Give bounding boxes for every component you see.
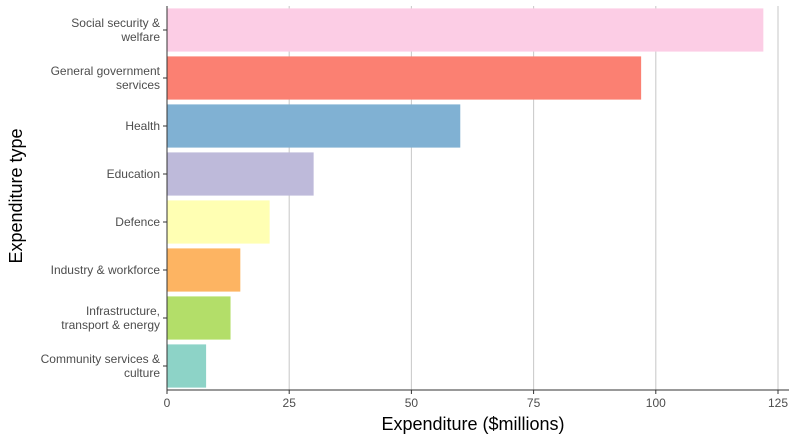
y-tick-label-line: services <box>116 78 160 92</box>
x-tick-label-25: 25 <box>283 396 297 410</box>
x-tick-label-100: 100 <box>646 396 666 410</box>
y-tick-label-7: Community services & culture <box>41 352 161 380</box>
y-axis-title: Expenditure type <box>6 128 26 263</box>
x-tick-label-50: 50 <box>405 396 419 410</box>
bars <box>167 8 764 388</box>
y-tick-label-0: Social security & welfare <box>71 16 160 44</box>
bar-5 <box>167 248 241 292</box>
bar-0 <box>167 8 764 52</box>
bar-1 <box>167 56 642 100</box>
y-tick-label-4: Defence <box>115 215 160 229</box>
y-tick-label-3: Education <box>107 167 160 181</box>
y-tick-label-line: General government <box>51 64 161 78</box>
bar-3 <box>167 152 314 196</box>
y-tick-label-line: culture <box>124 366 160 380</box>
axes <box>163 6 789 394</box>
bar-2 <box>167 104 461 148</box>
y-tick-label-2: Health <box>125 119 160 133</box>
bar-7 <box>167 344 207 388</box>
y-tick-label-5: Industry & workforce <box>51 263 161 277</box>
y-tick-label-line: Defence <box>115 215 160 229</box>
y-tick-label-line: Health <box>125 119 160 133</box>
y-tick-label-1: General government services <box>51 64 161 92</box>
y-tick-label-line: Social security & <box>71 16 160 30</box>
y-tick-label-line: Community services & <box>41 352 160 366</box>
tick-labels: 0 25 50 75 100 125 Social security & welfare Gen… <box>41 16 789 410</box>
x-axis-title: Expenditure ($millions) <box>381 414 564 434</box>
y-tick-label-6: Infrastructure, transport & energy <box>61 304 160 332</box>
y-tick-label-line: welfare <box>120 30 160 44</box>
x-tick-label-0: 0 <box>164 396 171 410</box>
x-tick-label-125: 125 <box>768 396 788 410</box>
y-tick-label-line: Education <box>107 167 160 181</box>
y-tick-label-line: Industry & workforce <box>51 263 161 277</box>
y-tick-label-line: Infrastructure, <box>86 304 160 318</box>
bar-4 <box>167 200 270 244</box>
y-tick-label-line: transport & energy <box>61 318 160 332</box>
x-tick-label-75: 75 <box>527 396 541 410</box>
bar-6 <box>167 296 231 340</box>
